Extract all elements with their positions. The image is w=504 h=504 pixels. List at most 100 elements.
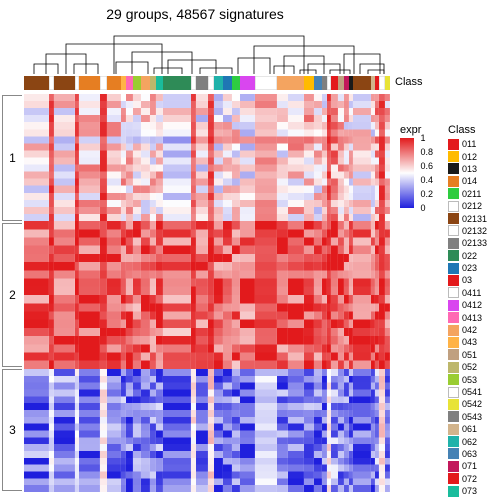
heatmap-column bbox=[331, 94, 338, 221]
class-swatch bbox=[448, 337, 459, 348]
heatmap-column bbox=[141, 94, 149, 221]
heatmap-column bbox=[288, 369, 304, 492]
heatmap-column bbox=[24, 221, 49, 368]
class-label: 0413 bbox=[462, 313, 482, 323]
class-strip-label: Class bbox=[395, 76, 423, 88]
class-legend-item: 042 bbox=[448, 324, 502, 336]
row-block-labels: 123 bbox=[2, 94, 22, 492]
class-swatch bbox=[448, 225, 459, 236]
heatmap-column bbox=[331, 369, 338, 492]
heatmap-column bbox=[314, 94, 322, 221]
heatmap-column bbox=[54, 94, 74, 221]
heatmap-column bbox=[277, 221, 288, 368]
class-label: 0543 bbox=[462, 412, 482, 422]
class-label: 042 bbox=[462, 325, 477, 335]
heatmap-column bbox=[277, 94, 288, 221]
class-legend-item: 071 bbox=[448, 460, 502, 472]
class-swatch bbox=[448, 448, 459, 459]
heatmap-column bbox=[133, 94, 141, 221]
heatmap-column bbox=[240, 369, 255, 492]
heatmap-column bbox=[156, 221, 163, 368]
expr-colorbar bbox=[400, 138, 414, 208]
class-legend-title: Class bbox=[448, 124, 502, 136]
class-label: 0211 bbox=[462, 189, 481, 199]
heatmap-column bbox=[385, 369, 390, 492]
heatmap-column bbox=[331, 221, 338, 368]
class-legend-item: 061 bbox=[448, 423, 502, 435]
heatmap-column bbox=[255, 369, 277, 492]
heatmap-row-block bbox=[24, 221, 390, 368]
class-legend-item: 013 bbox=[448, 163, 502, 175]
class-strip-cell bbox=[156, 76, 163, 90]
class-swatch bbox=[448, 486, 459, 497]
heatmap-column bbox=[24, 369, 49, 492]
class-swatch bbox=[448, 399, 459, 410]
class-label: 012 bbox=[462, 152, 477, 162]
class-swatch bbox=[448, 312, 459, 323]
class-legend-item: 072 bbox=[448, 473, 502, 485]
class-swatch bbox=[448, 300, 459, 311]
expr-tick: 0 bbox=[420, 203, 425, 213]
class-strip-cell bbox=[353, 76, 371, 90]
expr-tick: 0.2 bbox=[420, 189, 433, 199]
heatmap-column bbox=[196, 94, 208, 221]
heatmap-column bbox=[214, 94, 224, 221]
heatmap-row-block bbox=[24, 94, 390, 221]
class-legend-item: 012 bbox=[448, 150, 502, 162]
heatmap-column bbox=[255, 94, 277, 221]
class-strip-cell bbox=[133, 76, 141, 90]
heatmap-body bbox=[24, 94, 390, 492]
class-swatch bbox=[448, 411, 459, 422]
heatmap-column bbox=[126, 94, 133, 221]
heatmap-column bbox=[156, 369, 163, 492]
class-label: 073 bbox=[462, 486, 477, 496]
class-swatch bbox=[448, 374, 459, 385]
heatmap-column bbox=[314, 221, 322, 368]
class-strip-cell bbox=[255, 76, 277, 90]
heatmap-column bbox=[107, 94, 121, 221]
class-legend-item: 023 bbox=[448, 262, 502, 274]
class-strip-cell bbox=[385, 76, 390, 90]
expr-ticks: 10.80.60.40.20 bbox=[418, 138, 442, 208]
class-legend-item: 051 bbox=[448, 349, 502, 361]
heatmap-column bbox=[385, 94, 390, 221]
heatmap-column bbox=[223, 94, 231, 221]
class-label: 0212 bbox=[462, 201, 482, 211]
heatmap-column bbox=[304, 94, 314, 221]
heatmap-column bbox=[150, 94, 157, 221]
class-strip-cell bbox=[232, 76, 240, 90]
class-legend-item: 0412 bbox=[448, 299, 502, 311]
heatmap-column bbox=[150, 369, 157, 492]
class-legend-item: 0411 bbox=[448, 287, 502, 299]
heatmap-column bbox=[385, 221, 390, 368]
class-strip-cell bbox=[288, 76, 304, 90]
class-label: 072 bbox=[462, 474, 477, 484]
heatmap-column bbox=[100, 369, 107, 492]
class-legend-item: 02131 bbox=[448, 212, 502, 224]
expr-legend: expr 10.80.60.40.20 bbox=[400, 124, 444, 208]
heatmap-column bbox=[163, 369, 190, 492]
heatmap-column bbox=[141, 369, 149, 492]
class-strip-cell bbox=[141, 76, 149, 90]
heatmap-column bbox=[133, 221, 141, 368]
heatmap-column bbox=[214, 369, 224, 492]
class-legend-item: 062 bbox=[448, 435, 502, 447]
heatmap-column bbox=[240, 94, 255, 221]
class-strip-cell bbox=[214, 76, 224, 90]
class-label: 043 bbox=[462, 337, 477, 347]
class-legend-item: 014 bbox=[448, 175, 502, 187]
class-label: 063 bbox=[462, 449, 477, 459]
class-label: 011 bbox=[462, 139, 476, 149]
column-dendrogram bbox=[24, 24, 390, 74]
class-legend-item: 02132 bbox=[448, 225, 502, 237]
heatmap-column bbox=[314, 369, 322, 492]
heatmap-column bbox=[240, 221, 255, 368]
heatmap-column bbox=[133, 369, 141, 492]
heatmap-column bbox=[150, 221, 157, 368]
heatmap-column bbox=[126, 369, 133, 492]
heatmap-column bbox=[214, 221, 224, 368]
class-label: 053 bbox=[462, 375, 477, 385]
class-swatch bbox=[448, 250, 459, 261]
class-label: 02133 bbox=[462, 238, 487, 248]
class-legend-item: 0413 bbox=[448, 311, 502, 323]
